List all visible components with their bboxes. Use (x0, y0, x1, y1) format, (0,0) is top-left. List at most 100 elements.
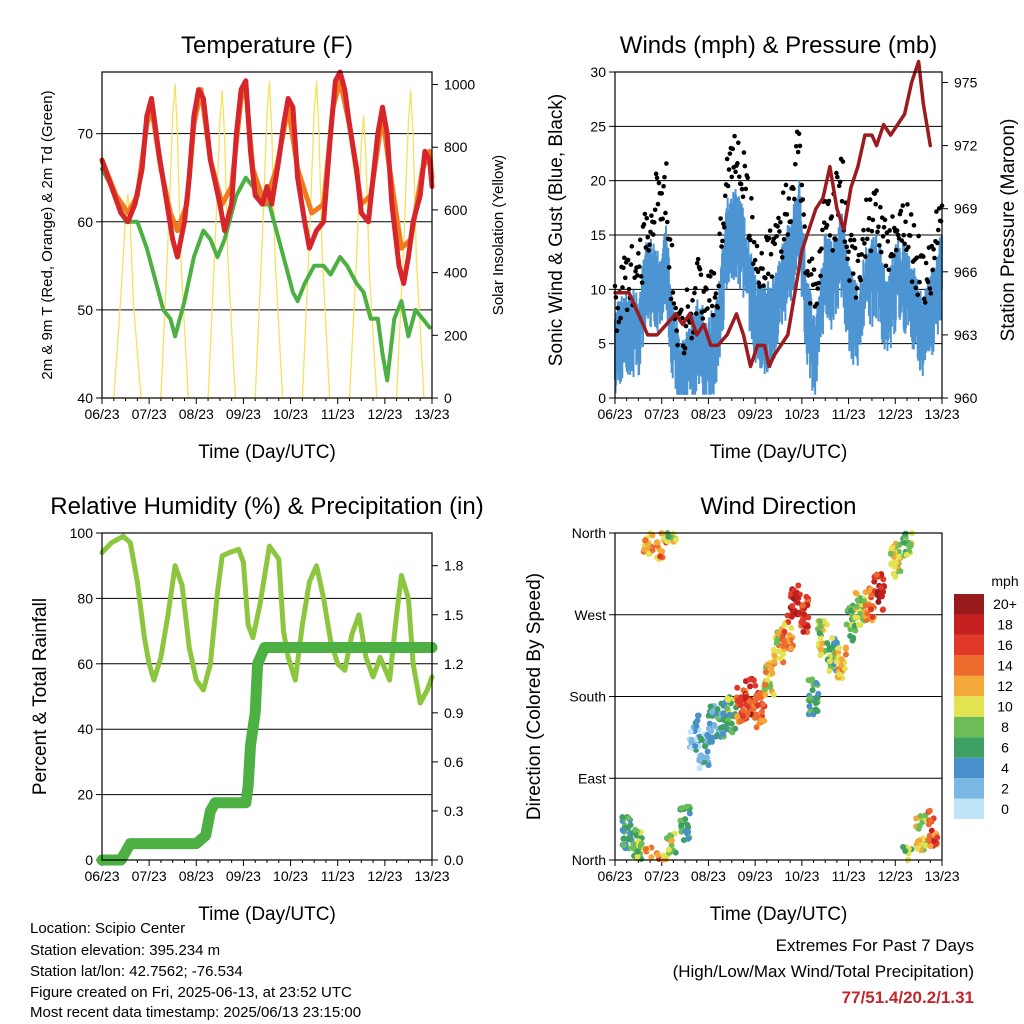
direction-point (762, 669, 769, 676)
gust-point (780, 190, 786, 195)
gust-point (682, 345, 688, 351)
y-axis-label: Direction (Colored By Speed) (524, 573, 545, 820)
direction-point (862, 589, 869, 596)
y-tick-label: 70 (77, 126, 93, 142)
direction-point (794, 599, 801, 606)
gust-point (693, 285, 698, 291)
gust-point (656, 180, 662, 186)
solar-insolation-series (207, 90, 237, 399)
direction-point (843, 621, 850, 628)
gust-point (692, 290, 697, 296)
direction-point (847, 607, 854, 614)
gust-point (767, 228, 773, 233)
direction-point (706, 720, 713, 727)
gust-point (644, 215, 650, 221)
direction-point (781, 622, 788, 629)
gust-point (704, 286, 709, 292)
y-right-tick-label: 800 (444, 139, 468, 155)
y-tick-label: 40 (77, 390, 93, 406)
gust-point (840, 159, 846, 164)
gust-point (675, 342, 680, 348)
direction-point (922, 842, 929, 849)
direction-point (762, 681, 769, 688)
colorbar-label: 20+ (993, 596, 1017, 612)
direction-point (777, 655, 784, 662)
direction-point (854, 597, 861, 604)
gust-point (887, 228, 892, 233)
extremes-title: Extremes For Past 7 Days (775, 936, 974, 955)
direction-point (800, 616, 807, 623)
gust-point (655, 201, 661, 207)
gust-point (775, 224, 780, 229)
direction-point (816, 618, 823, 625)
gust-point (914, 255, 920, 261)
gust-point (921, 254, 926, 259)
footer-created: Figure created on Fri, 2025-06-13, at 23… (30, 984, 352, 1001)
gust-point (863, 254, 868, 259)
x-tick-label: 08/23 (179, 406, 214, 422)
gust-point (883, 263, 889, 269)
gust-point (882, 217, 888, 223)
direction-point (654, 851, 661, 858)
colorbar-swatch (954, 675, 984, 697)
direction-point (767, 684, 774, 691)
gust-point (683, 323, 689, 329)
gust-point (618, 315, 623, 321)
direction-point (704, 748, 711, 755)
gust-point (741, 150, 747, 155)
gust-point (805, 268, 810, 274)
y-right-tick-label: 966 (954, 264, 978, 280)
colorbar-swatch (954, 696, 984, 717)
gust-point (875, 229, 880, 235)
gust-point (893, 247, 899, 253)
direction-point (900, 843, 907, 850)
gust-point (778, 219, 783, 225)
solar-insolation-series (254, 80, 284, 399)
direction-point (619, 814, 626, 821)
direction-point (724, 705, 731, 712)
gust-point (740, 194, 746, 200)
gust-point (625, 257, 631, 263)
direction-point (630, 841, 637, 848)
direction-point (902, 530, 909, 537)
gust-point (733, 169, 738, 175)
direction-point (687, 728, 694, 735)
direction-point (914, 845, 921, 852)
gust-point (847, 278, 852, 283)
gust-point (909, 279, 915, 285)
colorbar-label: 16 (997, 637, 1013, 653)
gust-point (931, 246, 936, 252)
direction-point (794, 594, 801, 601)
direction-point (634, 848, 641, 855)
direction-point (917, 812, 924, 819)
gust-point (636, 264, 642, 269)
direction-point (838, 662, 845, 669)
colorbar-swatch (954, 737, 984, 758)
direction-point (875, 598, 882, 605)
gust-point (907, 233, 913, 238)
direction-point (871, 578, 878, 585)
direction-point (889, 544, 896, 551)
direction-point (927, 817, 934, 824)
direction-point (842, 645, 849, 652)
gust-point (876, 224, 881, 230)
gust-point (620, 285, 625, 290)
plot-border (614, 71, 943, 399)
direction-point (683, 803, 690, 810)
x-axis-label: Time (Day/UTC) (198, 904, 336, 925)
gust-point (637, 237, 643, 243)
gust-point (860, 237, 865, 242)
y-right-tick-label: 0.3 (444, 803, 464, 819)
gust-point (898, 208, 904, 214)
direction-point (926, 807, 933, 814)
y-right-axis-label: Station Pressure (Maroon) (998, 119, 1019, 342)
direction-point (869, 613, 876, 620)
gust-point (743, 186, 749, 192)
gust-point (622, 275, 628, 281)
gust-point (652, 207, 658, 213)
x-tick-label: 10/23 (784, 406, 819, 422)
solar-insolation-series (348, 115, 378, 399)
gust-point (726, 167, 732, 172)
colorbar-swatch (954, 778, 984, 799)
